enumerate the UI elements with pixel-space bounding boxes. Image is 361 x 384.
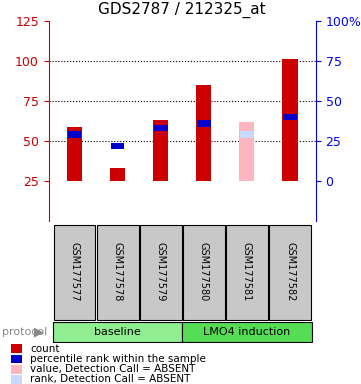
Bar (283, 60, 297, 181)
Text: GSM177578: GSM177578 (113, 242, 123, 301)
Bar (183, 225, 225, 319)
Bar (197, 120, 210, 127)
Text: baseline: baseline (94, 327, 141, 337)
Bar (269, 225, 311, 319)
Bar (11, 375, 22, 384)
Bar (154, 125, 168, 131)
Bar (11, 354, 22, 363)
Bar (53, 322, 182, 342)
Bar (110, 168, 125, 181)
Bar (140, 225, 182, 319)
Text: protocol: protocol (2, 327, 47, 337)
Bar (54, 225, 95, 319)
Bar (240, 131, 254, 138)
Text: GSM177579: GSM177579 (156, 242, 166, 301)
Bar (196, 85, 212, 181)
Bar (283, 114, 297, 120)
Bar (11, 344, 22, 353)
Text: rank, Detection Call = ABSENT: rank, Detection Call = ABSENT (30, 374, 191, 384)
Text: GSM177577: GSM177577 (70, 242, 79, 301)
Bar (226, 225, 268, 319)
Text: count: count (30, 344, 60, 354)
Text: GSM177582: GSM177582 (285, 242, 295, 301)
Bar (97, 225, 139, 319)
Bar (153, 120, 168, 181)
Bar (239, 122, 255, 181)
Bar (182, 322, 312, 342)
Text: value, Detection Call = ABSENT: value, Detection Call = ABSENT (30, 364, 196, 374)
Text: GSM177580: GSM177580 (199, 242, 209, 301)
Title: GDS2787 / 212325_at: GDS2787 / 212325_at (99, 2, 266, 18)
Text: ▶: ▶ (34, 326, 43, 338)
Bar (68, 131, 81, 138)
Bar (67, 127, 82, 181)
Text: percentile rank within the sample: percentile rank within the sample (30, 354, 206, 364)
Bar (11, 365, 22, 374)
Bar (111, 142, 125, 149)
Text: LMO4 induction: LMO4 induction (203, 327, 291, 337)
Text: GSM177581: GSM177581 (242, 242, 252, 301)
